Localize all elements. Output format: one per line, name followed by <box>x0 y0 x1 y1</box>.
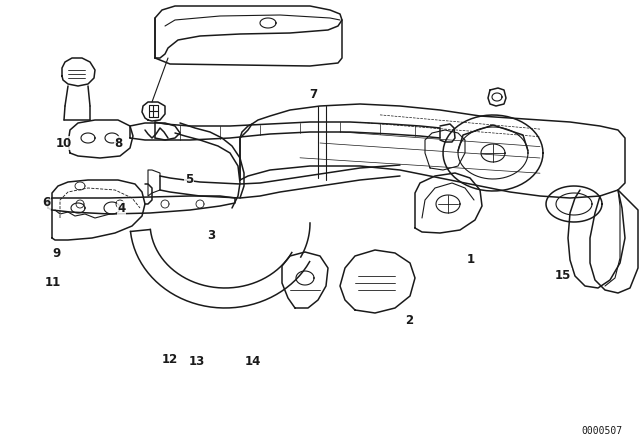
Text: 1: 1 <box>467 253 474 267</box>
Text: 8: 8 <box>115 137 122 150</box>
Text: 12: 12 <box>161 353 178 366</box>
Text: 14: 14 <box>244 355 261 369</box>
Text: 9: 9 <box>52 246 60 260</box>
Text: 10: 10 <box>56 137 72 150</box>
Text: 5: 5 <box>185 172 193 186</box>
Text: 3: 3 <box>207 228 215 242</box>
Text: 6: 6 <box>42 196 50 209</box>
Text: 4: 4 <box>118 202 125 215</box>
Text: 2: 2 <box>406 314 413 327</box>
Text: 7: 7 <box>310 87 317 101</box>
Text: 0000507: 0000507 <box>581 426 622 436</box>
Text: 13: 13 <box>189 355 205 369</box>
Text: 15: 15 <box>555 269 572 282</box>
Text: 11: 11 <box>44 276 61 289</box>
